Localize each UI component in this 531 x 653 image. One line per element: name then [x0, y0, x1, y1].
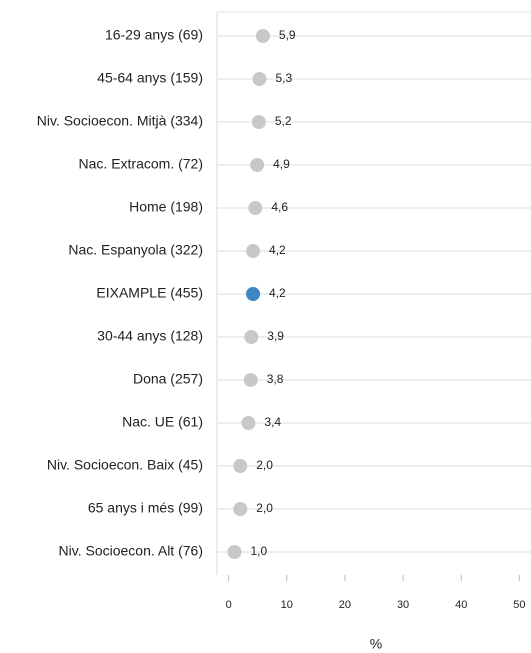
y-tick-label: 30-44 anys (128) [97, 328, 203, 344]
value-label: 4,2 [269, 286, 286, 300]
dot [250, 158, 265, 172]
x-tick-label: 0 [226, 599, 232, 611]
y-tick-label: Nac. UE (61) [122, 414, 203, 430]
x-axis-label: % [370, 636, 382, 652]
y-tick-label: Nac. Espanyola (322) [68, 242, 203, 258]
y-tick-label: Home (198) [129, 199, 203, 215]
x-tick-label: 20 [339, 599, 351, 611]
dot [251, 115, 266, 129]
dot [246, 287, 261, 301]
y-tick-label: 65 anys i més (99) [88, 500, 203, 516]
x-tick-label: 40 [455, 599, 467, 611]
x-tick-label: 30 [397, 599, 409, 611]
y-tick-label: Niv. Socioecon. Baix (45) [47, 457, 203, 473]
value-label: 5,2 [275, 114, 292, 128]
value-label: 3,9 [267, 329, 284, 343]
value-label: 1,0 [250, 544, 267, 558]
value-label: 5,3 [275, 71, 292, 85]
dot [252, 72, 267, 86]
dot [248, 201, 263, 215]
value-label: 4,6 [271, 200, 288, 214]
y-tick-label: 16-29 anys (69) [105, 27, 203, 43]
dot [246, 244, 261, 258]
dot [244, 330, 259, 344]
y-tick-label: Niv. Socioecon. Mitjà (334) [37, 113, 203, 129]
y-tick-label: Nac. Extracom. (72) [79, 156, 203, 172]
y-tick-label: 45-64 anys (159) [97, 70, 203, 86]
value-label: 3,4 [264, 415, 281, 429]
value-label: 4,2 [269, 243, 286, 257]
y-tick-label: EIXAMPLE (455) [96, 285, 203, 301]
x-tick-label: 10 [281, 599, 293, 611]
dot [233, 459, 248, 473]
value-label: 2,0 [256, 458, 273, 472]
dot [233, 502, 248, 516]
dot [255, 29, 270, 43]
x-tick-label: 50 [513, 599, 525, 611]
y-tick-label: Niv. Socioecon. Alt (76) [59, 543, 203, 559]
value-label: 2,0 [256, 501, 273, 515]
y-tick-label: Dona (257) [133, 371, 203, 387]
value-label: 5,9 [279, 28, 296, 42]
value-label: 3,8 [267, 372, 284, 386]
dot [227, 545, 242, 559]
dot [241, 416, 256, 430]
value-label: 4,9 [273, 157, 290, 171]
dot [243, 373, 258, 387]
